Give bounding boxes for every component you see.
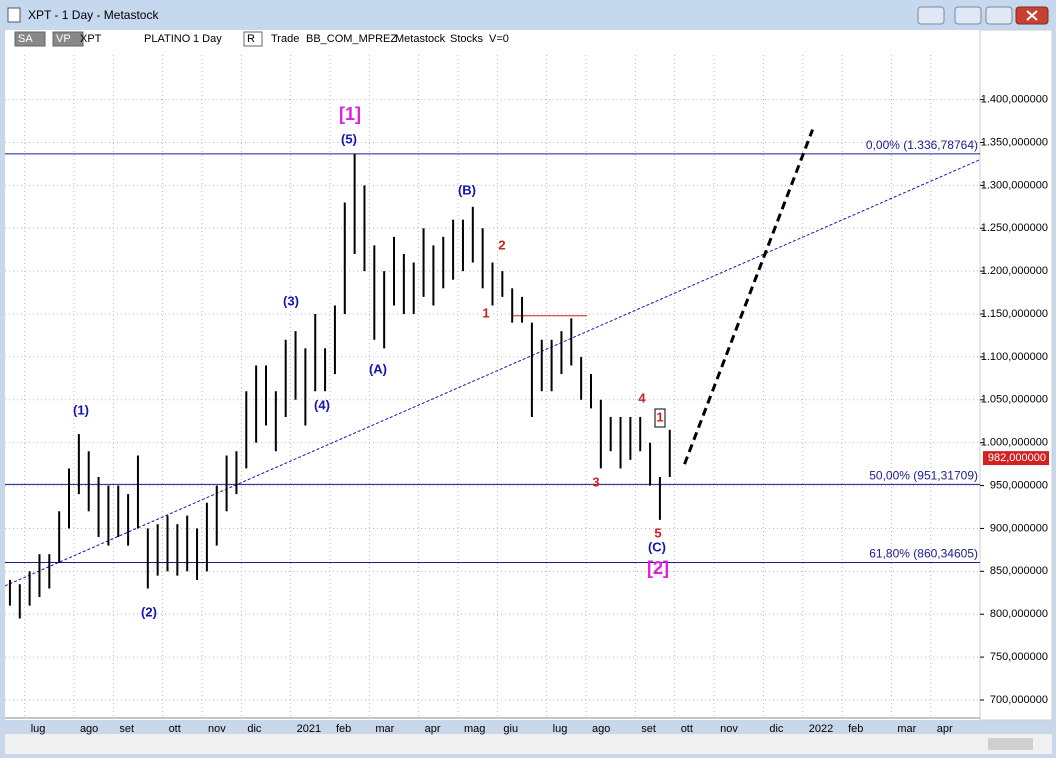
maximize-button[interactable] — [985, 6, 1013, 25]
last-price-box — [983, 451, 1049, 466]
x-tick-label: ago — [80, 723, 98, 735]
wave-label: (4) — [314, 397, 330, 412]
x-tick-label: lug — [553, 723, 568, 735]
y-tick-label: 800,000000 — [990, 608, 1048, 620]
title-bar — [0, 0, 1056, 30]
fib-label: 0,00% (1.336,78764) — [866, 138, 978, 152]
wave-label: 2 — [498, 237, 505, 252]
y-tick-label: 1.000,000000 — [981, 437, 1048, 449]
wave-label: 4 — [638, 390, 646, 405]
window-title: XPT - 1 Day - Metastock — [28, 8, 159, 22]
x-tick-label: 2021 — [297, 723, 321, 735]
x-tick-label: nov — [208, 723, 226, 735]
x-tick-label: apr — [937, 723, 953, 735]
x-tick-label: mar — [375, 723, 394, 735]
toolbar-label: Metastock — [395, 33, 446, 45]
wave-label: (1) — [73, 402, 89, 417]
y-tick-label: 950,000000 — [990, 479, 1048, 491]
toolbar: SA VP XPT PLATINO 1 Day R Trade BB_COM_MPREZMet… — [14, 31, 509, 47]
projection — [683, 129, 814, 465]
wave-label: 1 — [656, 409, 663, 424]
x-tick-label: lug — [31, 723, 46, 735]
scroll-thumb[interactable] — [988, 738, 1033, 750]
wave-label: (A) — [369, 361, 387, 376]
toolbar-button[interactable] — [14, 31, 46, 47]
y-tick-label: 1.050,000000 — [981, 394, 1048, 406]
x-tick-label: mag — [464, 723, 485, 735]
y-tick-label: 1.300,000000 — [981, 179, 1048, 191]
toolbar-label: R — [247, 33, 255, 45]
wave-label: (5) — [341, 131, 357, 146]
wave-label: [2] — [647, 558, 669, 578]
price-axis-panel — [979, 29, 1053, 721]
x-tick-label: feb — [336, 723, 351, 735]
toolbar-label: SA — [18, 33, 33, 45]
y-tick-label: 1.100,000000 — [981, 351, 1048, 363]
toolbar-label: XPT — [80, 33, 102, 45]
plot-area — [5, 30, 980, 720]
plot: 700,000000 750,000000 800,000000 850,000000… — [4, 55, 1049, 735]
close-icon — [1026, 10, 1038, 21]
wave-label: (2) — [141, 604, 157, 619]
y-tick-label: 1.400,000000 — [981, 94, 1048, 106]
toolbar-label: BB_COM_MPREZ — [306, 33, 397, 45]
x-tick-label: feb — [848, 723, 863, 735]
fib-label: 61,80% (860,34605) — [869, 547, 978, 561]
wave-label: (B) — [458, 182, 476, 197]
x-tick-label: apr — [425, 723, 441, 735]
x-tick-label: set — [641, 723, 656, 735]
toolbar-label: PLATINO — [144, 33, 191, 45]
toolbar-label: VP — [56, 33, 71, 45]
toolbar-button[interactable] — [52, 31, 84, 47]
x-tick-label: nov — [720, 723, 738, 735]
x-tick-label: ago — [592, 723, 610, 735]
x-tick-label: ott — [681, 723, 693, 735]
y-tick-label: 1.200,000000 — [981, 265, 1048, 277]
x-tick-label: dic — [247, 723, 262, 735]
x-tick-label: dic — [769, 723, 784, 735]
wave-label: (3) — [283, 293, 299, 308]
wave-label: [1] — [339, 104, 361, 124]
y-tick-label: 850,000000 — [990, 565, 1048, 577]
wave-label: (C) — [648, 539, 666, 554]
minimize-button[interactable] — [954, 6, 982, 25]
y-tick-label: 700,000000 — [990, 694, 1048, 706]
y-tick-label: 1.350,000000 — [981, 136, 1048, 148]
toolbar-label: V=0 — [489, 33, 509, 45]
toolbar-button[interactable] — [243, 31, 263, 47]
toolbar-label: Stocks — [450, 33, 484, 45]
fib-label: 50,00% (951,31709) — [869, 469, 978, 483]
wave-label: 3 — [592, 474, 599, 489]
x-tick-label: giu — [503, 723, 518, 735]
scrollbar — [5, 734, 1052, 754]
wave-label: 1 — [482, 305, 489, 320]
toolbar-label: 1 Day — [193, 33, 222, 45]
x-tick-label: set — [119, 723, 134, 735]
wave-label: 5 — [654, 525, 661, 540]
app-icon — [7, 7, 21, 23]
restore-button[interactable] — [917, 6, 945, 25]
y-tick-label: 900,000000 — [990, 522, 1048, 534]
x-tick-label: 2022 — [809, 723, 833, 735]
last-price-label: 982,000000 — [988, 452, 1046, 464]
y-tick-label: 1.250,000000 — [981, 222, 1048, 234]
x-tick-label: ott — [169, 723, 181, 735]
annotation-box — [654, 408, 666, 428]
x-tick-label: mar — [897, 723, 916, 735]
toolbar-label: Trade — [271, 33, 299, 45]
y-tick-label: 1.150,000000 — [981, 308, 1048, 320]
y-tick-label: 750,000000 — [990, 651, 1048, 663]
trendline — [4, 159, 981, 587]
